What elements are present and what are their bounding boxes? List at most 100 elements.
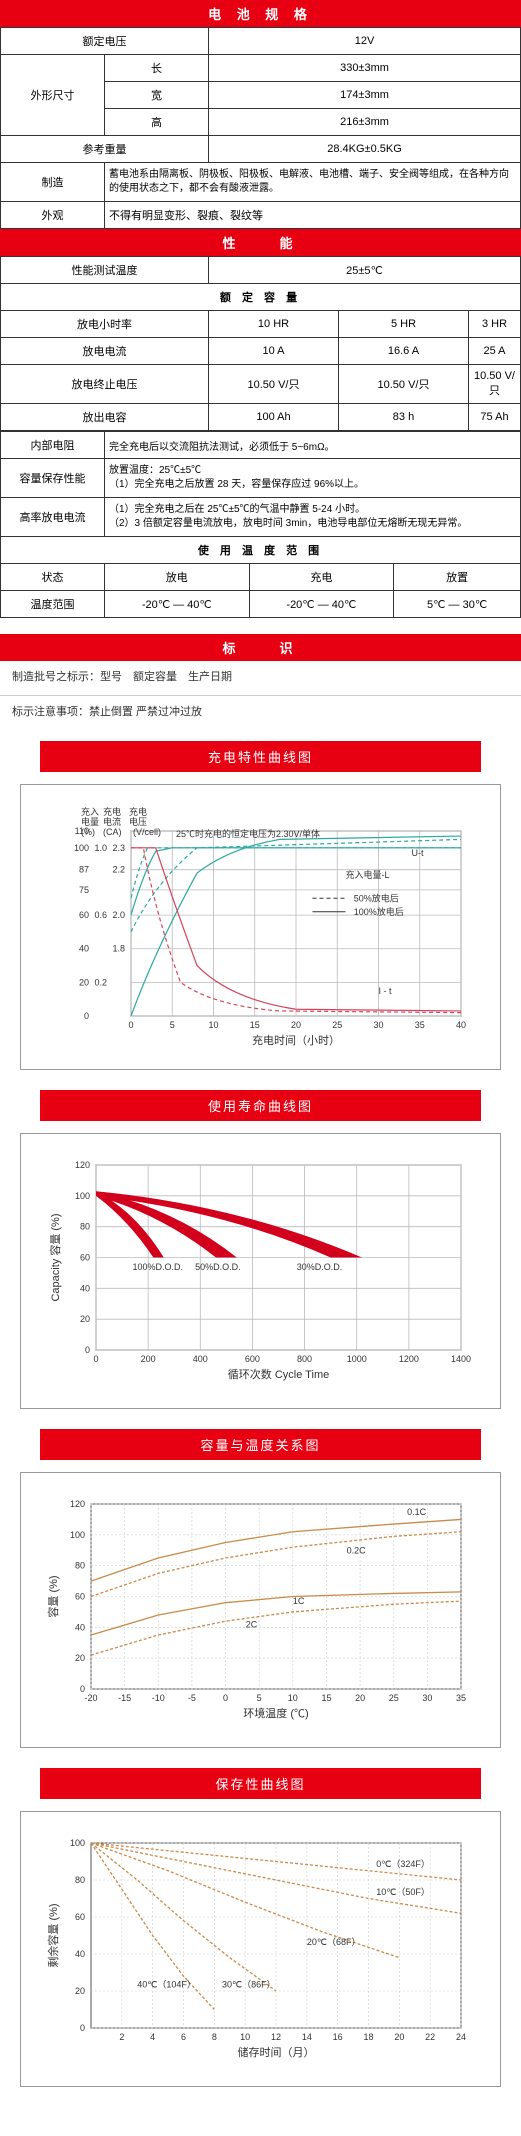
chart2: 0200400600800100012001400020406080100120… [20, 1133, 501, 1409]
svg-text:60: 60 [74, 1912, 84, 1922]
svg-text:1.8: 1.8 [112, 944, 125, 954]
svg-text:容量 (%): 容量 (%) [46, 1576, 60, 1618]
svg-text:-20: -20 [84, 1693, 97, 1703]
svg-text:2.2: 2.2 [112, 865, 125, 875]
svg-text:35: 35 [455, 1693, 465, 1703]
svg-text:40℃（104F）: 40℃（104F） [137, 1979, 196, 1989]
spec-table: 额定电压12V 外形尺寸长330±3mm 宽174±3mm 高216±3mm 参… [0, 27, 521, 229]
svg-text:35: 35 [414, 1020, 424, 1030]
r2b: 16.6 A [339, 338, 469, 365]
st-b: 充电 [249, 564, 394, 591]
svg-text:电流: 电流 [103, 816, 121, 827]
svg-text:-15: -15 [118, 1693, 131, 1703]
svg-text:循环次数 Cycle Time: 循环次数 Cycle Time [227, 1367, 328, 1381]
r2a: 10 A [209, 338, 339, 365]
svg-text:0.2: 0.2 [94, 978, 107, 988]
svg-text:100%D.O.D.: 100%D.O.D. [132, 1262, 183, 1272]
tr-l: 温度范围 [1, 591, 105, 618]
chart3-svg: -20-15-10-505101520253035020406080100120… [41, 1489, 481, 1739]
svg-text:60: 60 [79, 1253, 89, 1263]
svg-text:30℃（86F）: 30℃（86F） [222, 1979, 276, 1989]
svg-text:2.3: 2.3 [112, 843, 125, 853]
hr-l: 高率放电电流 [1, 498, 105, 537]
svg-text:25: 25 [388, 1693, 398, 1703]
r1a: 10 HR [209, 311, 339, 338]
svg-text:充电: 充电 [129, 806, 147, 817]
wid-v: 174±3mm [209, 82, 521, 109]
rated-v-label: 额定电压 [1, 28, 209, 55]
svg-text:2: 2 [119, 2032, 124, 2042]
svg-text:20℃（68F）: 20℃（68F） [306, 1937, 360, 1947]
svg-text:电量: 电量 [81, 816, 99, 827]
svg-text:储存时间（月）: 储存时间（月） [237, 2045, 314, 2059]
perf-header: 性 能 [0, 229, 521, 256]
svg-text:24: 24 [455, 2032, 465, 2042]
hgt-l: 高 [105, 109, 209, 136]
svg-text:-10: -10 [151, 1693, 164, 1703]
svg-text:40: 40 [79, 1284, 89, 1294]
svg-text:0℃（324F）: 0℃（324F） [376, 1859, 430, 1869]
svg-text:Capacity 容量 (%): Capacity 容量 (%) [48, 1214, 62, 1302]
svg-text:环境温度 (℃): 环境温度 (℃) [243, 1706, 308, 1720]
svg-text:120: 120 [69, 1499, 84, 1509]
svg-text:充电: 充电 [103, 806, 121, 817]
perf-temp-v: 25±5℃ [209, 257, 521, 284]
use-temp-title: 使 用 温 度 范 围 [1, 537, 521, 564]
svg-text:(CA): (CA) [103, 827, 122, 837]
weight-v: 28.4KG±0.5KG [209, 136, 521, 163]
svg-text:30: 30 [422, 1693, 432, 1703]
svg-text:0: 0 [128, 1020, 133, 1030]
chart1-title: 充电特性曲线图 [40, 741, 481, 772]
r4a: 100 Ah [209, 404, 339, 431]
chart1-svg: 0510152025303540020406075871001100.20.61… [41, 801, 481, 1061]
svg-text:充入电量-L: 充入电量-L [345, 869, 389, 880]
svg-text:10: 10 [240, 2032, 250, 2042]
r3b: 10.50 V/只 [339, 365, 469, 404]
hgt-v: 216±3mm [209, 109, 521, 136]
svg-text:20: 20 [394, 2032, 404, 2042]
mfg-v: 蓄电池系由隔离板、阴极板、阳极板、电解液、电池槽、端子、安全阀等组成，在各种方向… [105, 163, 521, 202]
len-l: 长 [105, 55, 209, 82]
svg-text:0.2C: 0.2C [346, 1546, 366, 1556]
svg-text:400: 400 [192, 1354, 207, 1364]
st-a: 放电 [105, 564, 250, 591]
svg-text:20: 20 [355, 1693, 365, 1703]
svg-text:16: 16 [332, 2032, 342, 2042]
tr-c: 5℃ — 30℃ [394, 591, 521, 618]
r2l: 放电电流 [1, 338, 209, 365]
mfg-l: 制造 [1, 163, 105, 202]
svg-text:20: 20 [74, 1986, 84, 1996]
svg-text:25℃时充电的恒定电压为2.30V/单体: 25℃时充电的恒定电压为2.30V/单体 [176, 828, 320, 839]
svg-text:(%): (%) [81, 827, 95, 837]
svg-text:10: 10 [287, 1693, 297, 1703]
svg-text:30: 30 [373, 1020, 383, 1030]
chart1: 0510152025303540020406075871001100.20.61… [20, 784, 501, 1070]
svg-text:20: 20 [78, 978, 88, 988]
svg-text:充电时间（小时）: 充电时间（小时） [252, 1033, 340, 1047]
svg-text:80: 80 [74, 1561, 84, 1571]
svg-text:10℃（50F）: 10℃（50F） [376, 1887, 430, 1897]
svg-text:100: 100 [74, 1191, 89, 1201]
r4l: 放出电容 [1, 404, 209, 431]
wid-l: 宽 [105, 82, 209, 109]
svg-text:100: 100 [69, 1838, 84, 1848]
svg-text:14: 14 [301, 2032, 311, 2042]
svg-text:5: 5 [169, 1020, 174, 1030]
svg-text:600: 600 [244, 1354, 259, 1364]
svg-text:U-t: U-t [411, 848, 423, 858]
svg-text:(V/cell): (V/cell) [133, 827, 161, 837]
r1l: 放电小时率 [1, 311, 209, 338]
spec-header: 电 池 规 格 [0, 0, 521, 27]
svg-text:30%D.O.D.: 30%D.O.D. [296, 1262, 342, 1272]
svg-text:40: 40 [74, 1623, 84, 1633]
svg-text:40: 40 [78, 944, 88, 954]
weight-l: 参考重量 [1, 136, 209, 163]
cap-title: 额 定 容 量 [1, 284, 521, 311]
chart3-title: 容量与温度关系图 [40, 1429, 481, 1460]
st-c: 放置 [394, 564, 521, 591]
r1b: 5 HR [339, 311, 469, 338]
r2c: 25 A [469, 338, 521, 365]
mark-line2: 标示注意事项：禁止倒置 严禁过冲过放 [0, 696, 521, 730]
r4b: 83 h [339, 404, 469, 431]
svg-text:-5: -5 [187, 1693, 195, 1703]
